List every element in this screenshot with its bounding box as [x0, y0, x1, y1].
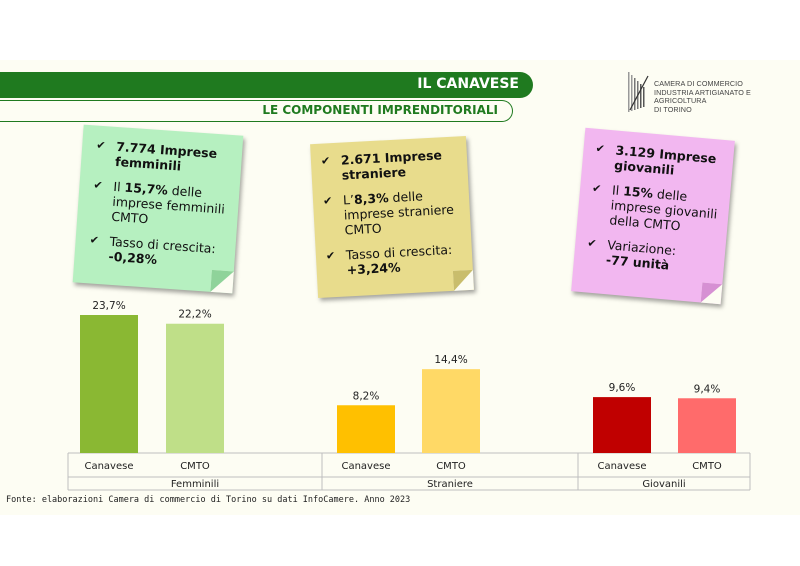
- chamber-logo: CAMERA DI COMMERCIO INDUSTRIA ARTIGIANAT…: [628, 72, 793, 114]
- bar-giovanili-canavese: [593, 397, 651, 453]
- x-tick-label: CMTO: [692, 461, 722, 472]
- header-bar: IL CANAVESE: [0, 72, 533, 98]
- logo-text: CAMERA DI COMMERCIO INDUSTRIA ARTIGIANAT…: [654, 79, 751, 114]
- bar-straniere-cmto: [422, 369, 480, 453]
- x-tick-label: Canavese: [597, 461, 646, 472]
- data-label: 14,4%: [434, 354, 467, 366]
- x-tick-label: CMTO: [436, 461, 466, 472]
- data-label: 9,4%: [694, 383, 721, 395]
- x-tick-label: Canavese: [84, 461, 133, 472]
- x-tick-label: CMTO: [180, 461, 210, 472]
- group-label: Giovanili: [642, 479, 685, 490]
- bar-straniere-canavese: [337, 405, 395, 453]
- data-label: 23,7%: [92, 300, 125, 312]
- bar-femminili-canavese: [80, 315, 138, 453]
- data-label: 9,6%: [609, 382, 636, 394]
- group-label: Straniere: [427, 479, 473, 490]
- bar-giovanili-cmto: [678, 398, 736, 453]
- logo-mark-icon: [628, 72, 649, 112]
- x-tick-label: Canavese: [341, 461, 390, 472]
- bar-femminili-cmto: [166, 323, 224, 453]
- page-subtitle: LE COMPONENTI IMPRENDITORIALI: [262, 103, 498, 117]
- subtitle-bar: LE COMPONENTI IMPRENDITORIALI: [0, 100, 513, 122]
- page-title: IL CANAVESE: [417, 76, 519, 92]
- source-footnote: Fonte: elaborazioni Camera di commercio …: [6, 495, 411, 505]
- data-label: 22,2%: [178, 309, 211, 321]
- group-label: Femminili: [171, 479, 219, 490]
- data-label: 8,2%: [353, 390, 380, 402]
